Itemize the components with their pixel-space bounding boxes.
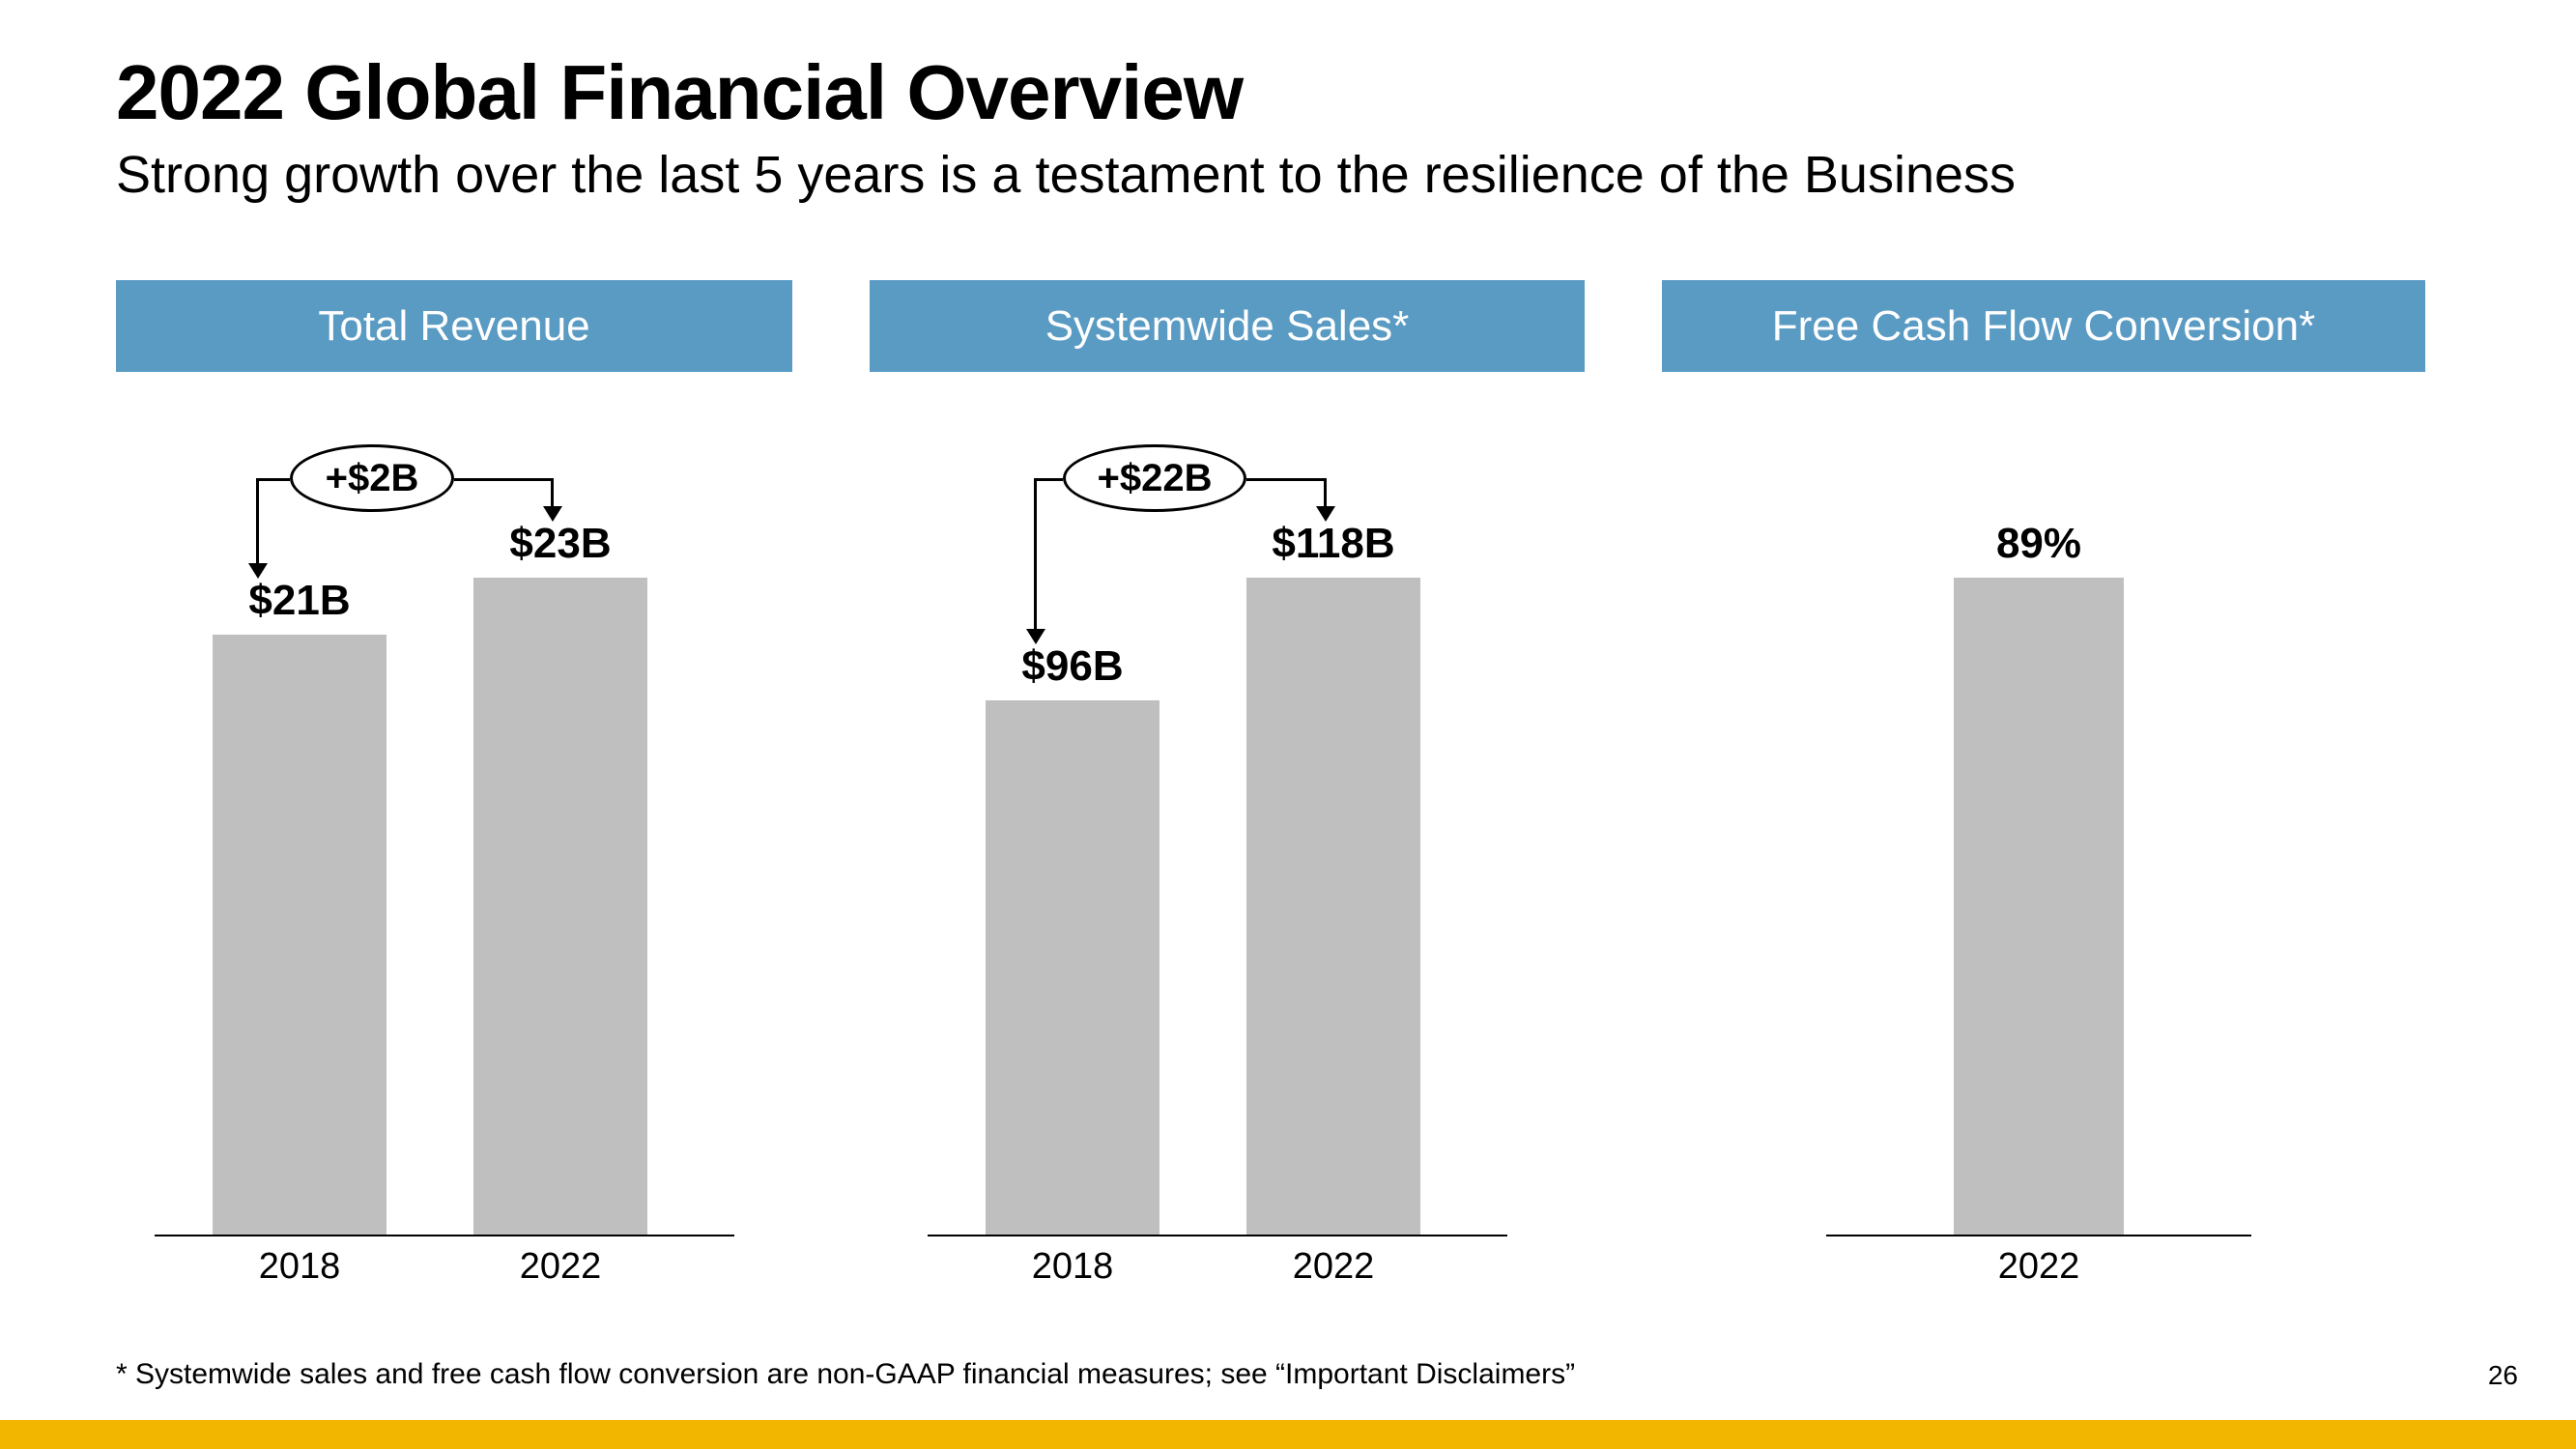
bar-label: 2022 xyxy=(1954,1246,2124,1288)
arrow-down-icon xyxy=(1026,629,1045,644)
callout-connector xyxy=(1034,478,1063,481)
callout-connector xyxy=(1324,478,1327,506)
bar-revenue-2022: $23B2022 xyxy=(473,578,647,1235)
bar-label: 2022 xyxy=(1246,1246,1420,1288)
arrow-down-icon xyxy=(543,506,562,522)
slide-subtitle: Strong growth over the last 5 years is a… xyxy=(116,145,2016,205)
callout-systemwide: +$22B xyxy=(1063,444,1246,512)
callout-connector xyxy=(256,478,259,563)
callout-connector xyxy=(1246,478,1324,481)
chart-area-revenue: $21B2018 $23B2022 xyxy=(155,425,734,1236)
callout-connector xyxy=(1034,478,1037,629)
arrow-down-icon xyxy=(1316,506,1335,522)
chart-area-systemwide: $96B2018 $118B2022 xyxy=(928,425,1507,1236)
callout-bubble: +$2B xyxy=(290,444,454,512)
bar-value: $23B xyxy=(473,520,647,568)
callout-revenue: +$2B xyxy=(290,444,454,512)
chart-area-fcf: 89%2022 xyxy=(1826,425,2251,1236)
arrow-down-icon xyxy=(248,563,268,579)
bar-label: 2018 xyxy=(986,1246,1159,1288)
bar-value: $21B xyxy=(213,577,386,625)
axis-line xyxy=(1826,1235,2251,1236)
bar-systemwide-2022: $118B2022 xyxy=(1246,578,1420,1235)
callout-bubble: +$22B xyxy=(1063,444,1246,512)
callout-connector xyxy=(256,478,290,481)
bar-value: 89% xyxy=(1954,520,2124,568)
footnote: * Systemwide sales and free cash flow co… xyxy=(116,1358,1575,1391)
axis-line xyxy=(155,1235,734,1236)
callout-connector xyxy=(454,478,551,481)
bar-value: $118B xyxy=(1246,520,1420,568)
panel-header-fcf: Free Cash Flow Conversion* xyxy=(1662,280,2425,372)
bar-systemwide-2018: $96B2018 xyxy=(986,700,1159,1235)
panel-header-systemwide: Systemwide Sales* xyxy=(870,280,1585,372)
page-number: 26 xyxy=(2488,1360,2518,1391)
bar-label: 2018 xyxy=(213,1246,386,1288)
bar-revenue-2018: $21B2018 xyxy=(213,635,386,1235)
slide-title: 2022 Global Financial Overview xyxy=(116,48,1243,137)
callout-connector xyxy=(551,478,554,506)
bar-label: 2022 xyxy=(473,1246,647,1288)
bar-fcf-2022: 89%2022 xyxy=(1954,578,2124,1235)
accent-bar xyxy=(0,1420,2576,1449)
bar-value: $96B xyxy=(986,642,1159,691)
panel-header-revenue: Total Revenue xyxy=(116,280,792,372)
axis-line xyxy=(928,1235,1507,1236)
